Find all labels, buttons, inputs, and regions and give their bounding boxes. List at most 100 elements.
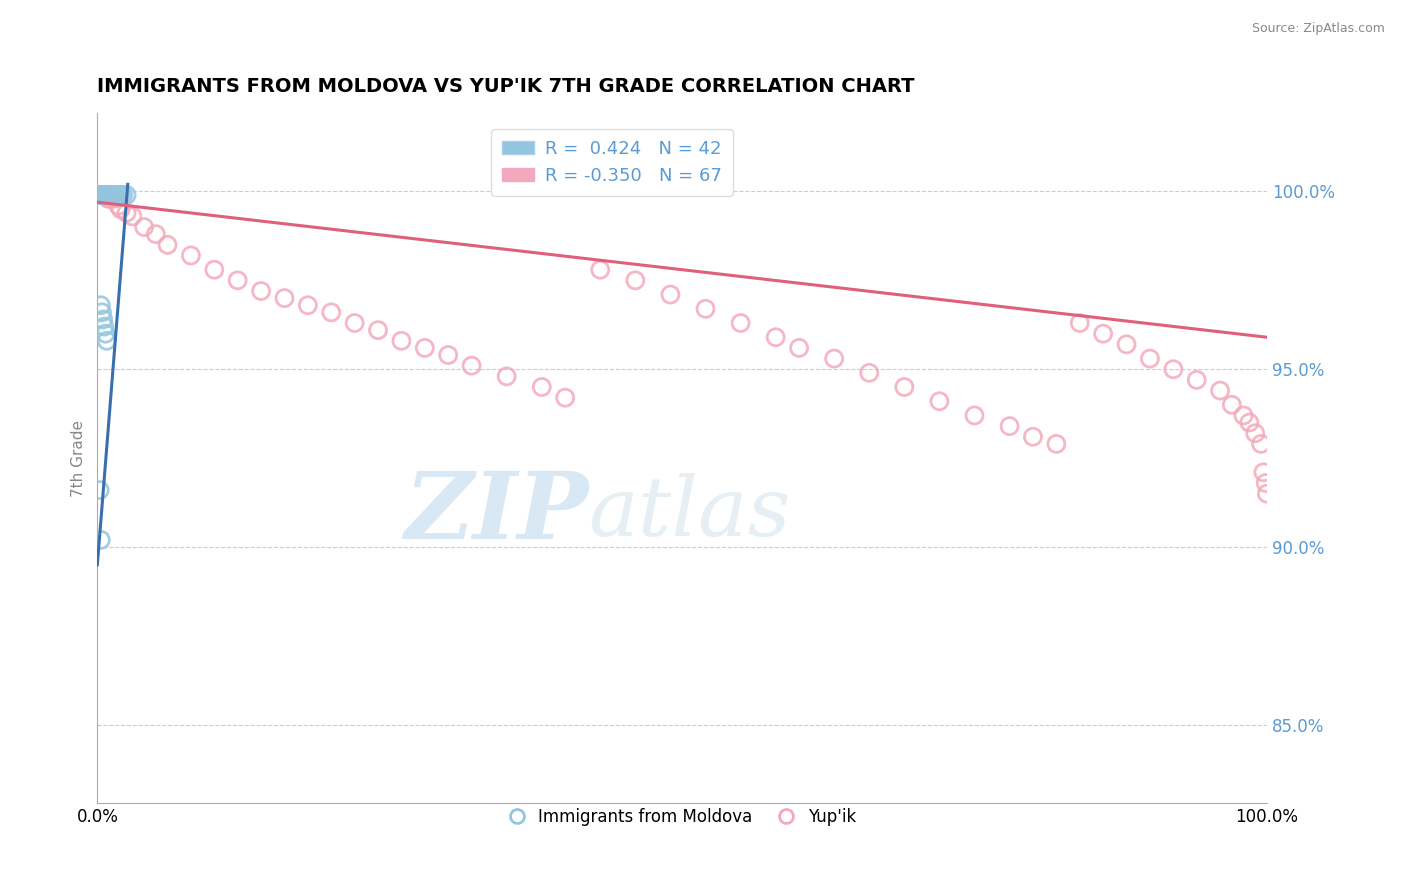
Point [91, 188, 114, 202]
Point [226, 273, 249, 287]
Point [1220, 398, 1243, 412]
Point [1185, 373, 1208, 387]
Point [97, 188, 120, 202]
Text: Source: ZipAtlas.com: Source: ZipAtlas.com [1251, 22, 1385, 36]
Point [1254, 475, 1277, 490]
Point [91, 188, 114, 202]
Point [297, 298, 319, 312]
Y-axis label: 7th Grade: 7th Grade [72, 419, 86, 497]
Point [659, 287, 682, 301]
Point [93, 188, 115, 202]
Point [893, 380, 915, 394]
Point [115, 188, 138, 202]
Point [96, 334, 118, 348]
Point [96, 188, 118, 202]
Point [391, 334, 413, 348]
Point [94, 188, 117, 202]
Point [91, 188, 114, 202]
Point [91, 188, 114, 202]
Point [89, 188, 111, 202]
Point [1256, 486, 1278, 500]
Point [1244, 426, 1267, 441]
Point [94, 188, 117, 202]
Point [89, 188, 111, 202]
Point [1239, 416, 1261, 430]
Point [89, 188, 111, 202]
Point [105, 188, 128, 202]
Point [90, 188, 112, 202]
Point [823, 351, 845, 366]
Point [90, 188, 112, 202]
Point [1250, 437, 1272, 451]
Point [437, 348, 460, 362]
Point [495, 369, 517, 384]
Point [107, 199, 129, 213]
Point [695, 301, 717, 316]
Point [112, 188, 135, 202]
Point [93, 188, 115, 202]
Point [93, 188, 115, 202]
Point [90, 533, 112, 547]
Point [101, 188, 124, 202]
Point [97, 192, 120, 206]
Point [96, 188, 118, 202]
Point [730, 316, 752, 330]
Point [96, 188, 118, 202]
Point [91, 188, 114, 202]
Point [1045, 437, 1067, 451]
Point [93, 188, 115, 202]
Point [115, 206, 138, 220]
Point [367, 323, 389, 337]
Point [156, 237, 179, 252]
Point [87, 188, 110, 202]
Point [90, 188, 112, 202]
Point [624, 273, 647, 287]
Point [104, 192, 127, 206]
Point [98, 188, 121, 202]
Point [98, 188, 121, 202]
Point [103, 188, 125, 202]
Point [1253, 466, 1275, 480]
Point [121, 210, 143, 224]
Point [94, 326, 117, 341]
Point [110, 202, 132, 217]
Point [90, 298, 112, 312]
Point [91, 188, 114, 202]
Point [98, 188, 121, 202]
Point [91, 188, 114, 202]
Point [963, 409, 986, 423]
Point [321, 305, 343, 319]
Point [90, 188, 112, 202]
Point [589, 262, 612, 277]
Text: atlas: atlas [589, 474, 792, 553]
Point [94, 188, 117, 202]
Point [134, 220, 156, 235]
Point [100, 188, 122, 202]
Point [343, 316, 366, 330]
Point [93, 319, 115, 334]
Point [91, 188, 114, 202]
Point [530, 380, 553, 394]
Point [98, 188, 121, 202]
Point [91, 188, 114, 202]
Point [94, 188, 117, 202]
Point [928, 394, 950, 409]
Point [1139, 351, 1161, 366]
Point [107, 188, 129, 202]
Point [413, 341, 436, 355]
Point [273, 291, 295, 305]
Point [250, 284, 273, 298]
Point [554, 391, 576, 405]
Point [1115, 337, 1137, 351]
Point [104, 188, 127, 202]
Point [1092, 326, 1115, 341]
Point [89, 483, 111, 497]
Point [998, 419, 1021, 434]
Text: IMMIGRANTS FROM MOLDOVA VS YUP'IK 7TH GRADE CORRELATION CHART: IMMIGRANTS FROM MOLDOVA VS YUP'IK 7TH GR… [97, 78, 915, 96]
Point [1232, 409, 1254, 423]
Point [787, 341, 810, 355]
Point [100, 192, 122, 206]
Point [1022, 430, 1045, 444]
Point [91, 305, 114, 319]
Point [858, 366, 880, 380]
